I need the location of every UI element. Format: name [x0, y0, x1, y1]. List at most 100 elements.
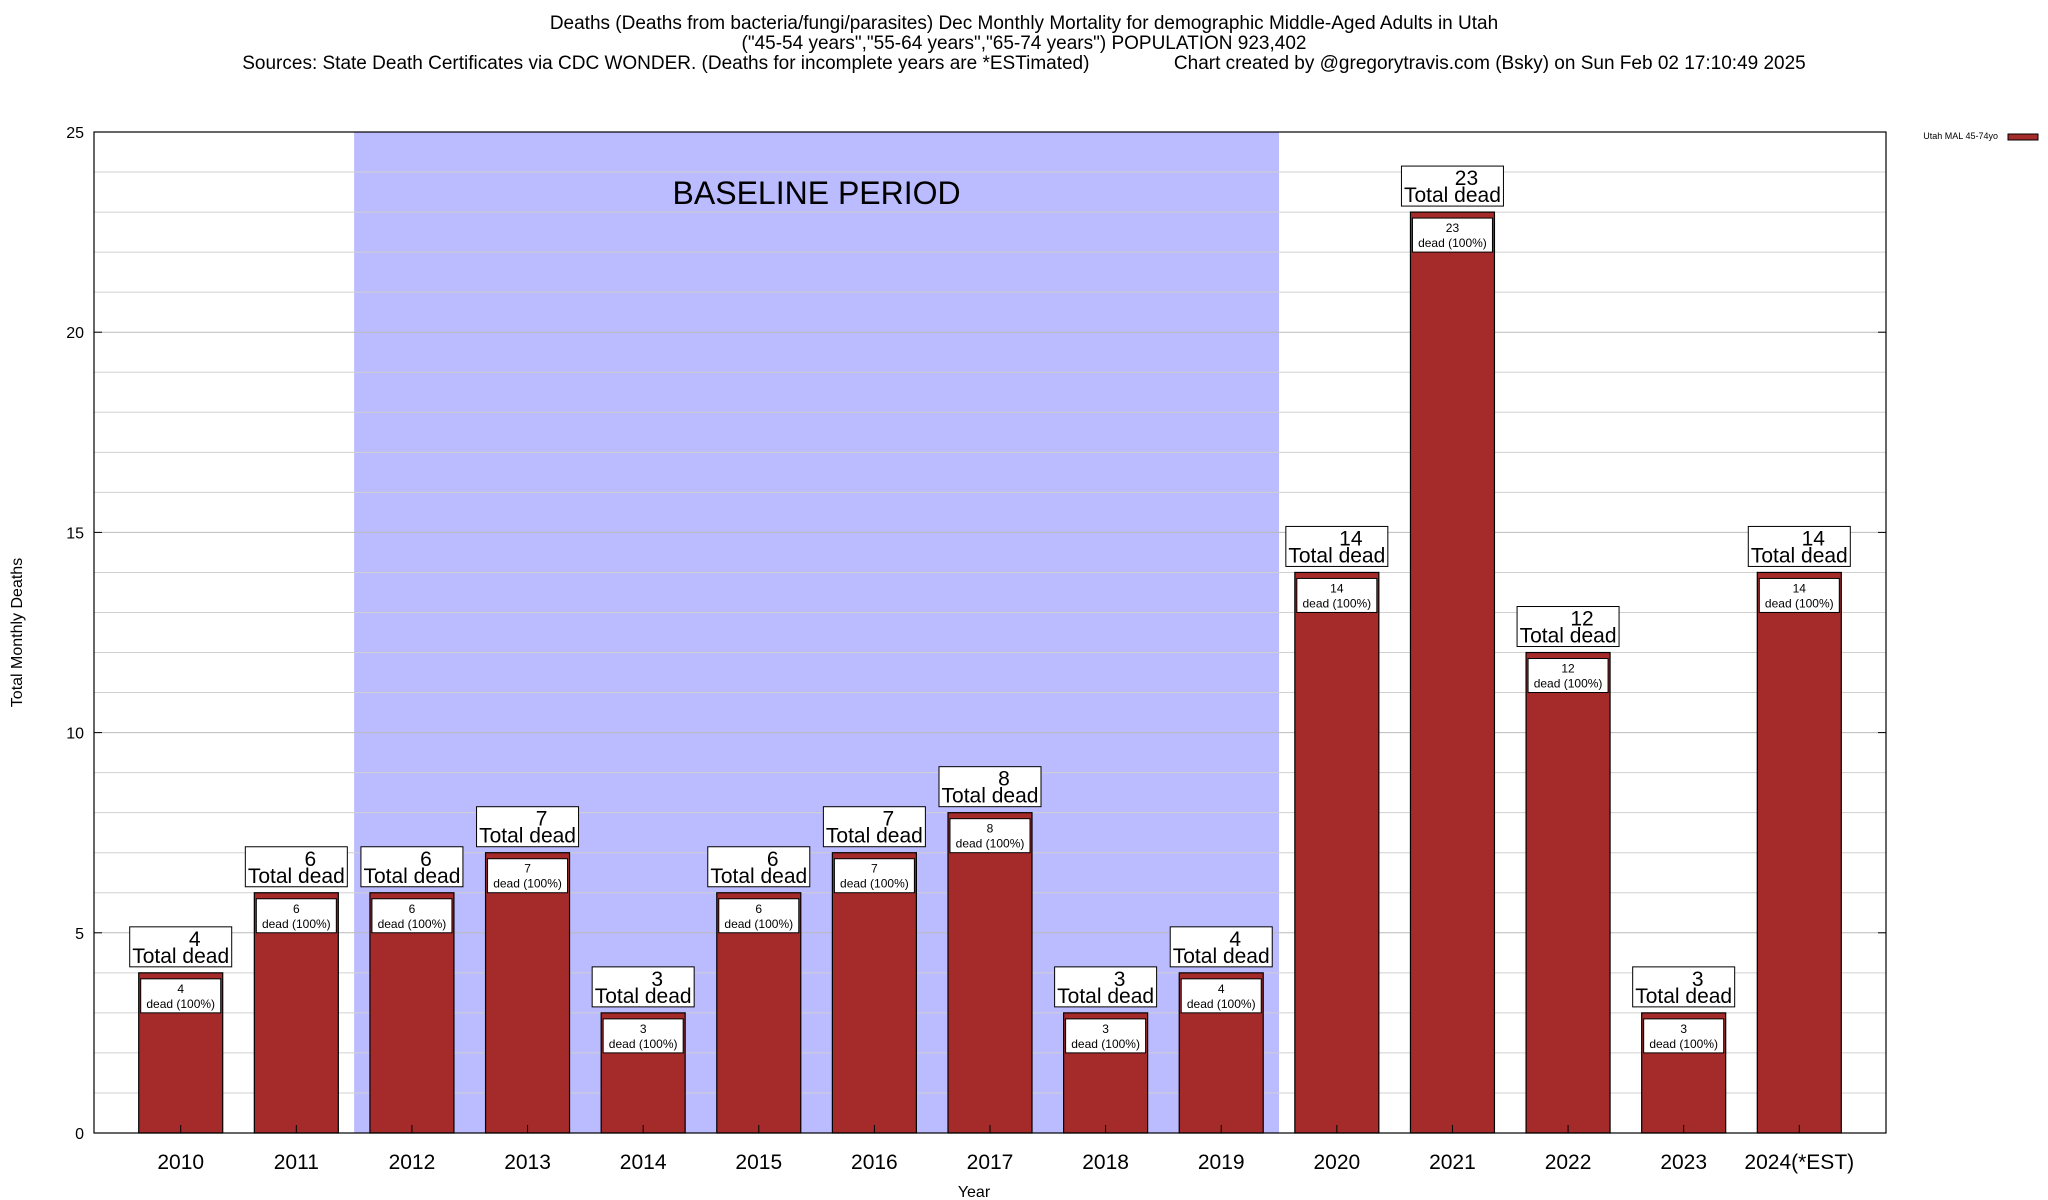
plot-frame: [93, 131, 1887, 1134]
bar-total-value: 3: [1114, 968, 1126, 991]
bar: [831, 852, 917, 1134]
bar-inner-label-box: [1065, 1018, 1147, 1054]
chart-title: Deaths (Deaths from bacteria/fungi/paras…: [0, 14, 2048, 74]
bar-inner-label: dead (100%): [1418, 236, 1487, 250]
bar-total-value: 7: [536, 808, 548, 831]
bar: [1409, 211, 1496, 1134]
bar-total-value: 7: [883, 808, 895, 831]
y-tick-label: 10: [66, 726, 84, 743]
bar-total-box: [1054, 966, 1158, 1008]
x-tick-label: 2022: [1545, 1151, 1592, 1174]
x-tick-label: 2010: [157, 1151, 204, 1174]
bar-total-box: [1400, 165, 1504, 207]
bar-total-label: Total dead: [248, 865, 345, 888]
y-tick-label: 5: [75, 926, 84, 943]
bar-inner-label: dead (100%): [378, 917, 447, 931]
y-axis-label: Total Monthly Deaths: [9, 558, 26, 707]
bar-total-label: Total dead: [1635, 985, 1732, 1008]
y-tick-label: 20: [66, 325, 84, 342]
bar-total-value: 4: [1229, 928, 1241, 951]
bar-total-label: Total dead: [1520, 625, 1617, 648]
bar-total-value: 12: [1570, 608, 1593, 631]
bar-inner-value: 3: [1680, 1022, 1687, 1036]
x-tick-label: 2023: [1660, 1151, 1707, 1174]
x-tick-label: 2020: [1313, 1151, 1360, 1174]
bar-inner-value: 6: [755, 902, 762, 916]
x-tick-label: 2016: [851, 1151, 898, 1174]
bar-total-box: [938, 766, 1042, 808]
bar: [947, 812, 1033, 1134]
bar: [1756, 571, 1842, 1134]
bar-inner-label: dead (100%): [609, 1037, 678, 1051]
y-tick-label: 25: [66, 125, 84, 142]
bar-inner-label-box: [833, 858, 915, 894]
x-tick-label: 2021: [1429, 1151, 1476, 1174]
x-tick-label: 2014: [620, 1151, 667, 1174]
bar-total-label: Total dead: [479, 825, 576, 848]
bar-inner-value: 7: [871, 862, 878, 876]
x-tick-label: 2015: [735, 1151, 782, 1174]
bar-inner-label-box: [1643, 1018, 1725, 1054]
bar-total-box: [1169, 926, 1273, 968]
x-tick-label: 2013: [504, 1151, 551, 1174]
bar-inner-label: dead (100%): [1187, 997, 1256, 1011]
bar-inner-value: 23: [1446, 221, 1460, 235]
bar-total-box: [822, 806, 926, 848]
bar-inner-label-box: [949, 818, 1031, 854]
title-line-2: ("45-54 years","55-64 years","65-74 year…: [741, 33, 1307, 54]
bar-inner-label: dead (100%): [1765, 596, 1834, 610]
x-tick-label: 2017: [967, 1151, 1014, 1174]
bar-total-box: [1285, 525, 1389, 567]
baseline-label: BASELINE PERIOD: [673, 175, 961, 211]
bar-inner-value: 4: [177, 982, 184, 996]
y-tick-label: 15: [66, 525, 84, 542]
bar-total-box: [129, 926, 233, 968]
bar-inner-value: 4: [1218, 982, 1225, 996]
bar-inner-value: 7: [524, 862, 531, 876]
bar-total-value: 3: [1692, 968, 1704, 991]
bar-total-label: Total dead: [132, 945, 229, 968]
legend-label: Utah MAL 45-74yo: [1923, 131, 1998, 141]
bar-inner-label: dead (100%): [146, 997, 215, 1011]
bar-total-box: [1516, 606, 1620, 648]
bar-total-box: [1747, 525, 1851, 567]
bar-total-value: 8: [998, 768, 1010, 791]
bar-total-box: [591, 966, 695, 1008]
bar-inner-label-box: [602, 1018, 684, 1054]
bar-inner-label: dead (100%): [840, 877, 909, 891]
bar-inner-value: 6: [293, 902, 300, 916]
bar-total-box: [244, 846, 348, 888]
bar-inner-value: 14: [1330, 581, 1344, 595]
x-tick-label: 2018: [1082, 1151, 1129, 1174]
bar: [1294, 571, 1380, 1134]
bar-inner-label-box: [718, 898, 800, 934]
x-tick-label: 2024(*EST): [1744, 1151, 1854, 1174]
bar-total-value: 6: [304, 848, 316, 871]
bar-total-label: Total dead: [1751, 544, 1848, 567]
bar: [484, 852, 571, 1134]
bar-inner-label: dead (100%): [493, 877, 562, 891]
y-tick-label: 0: [75, 1126, 84, 1143]
bar-inner-label-box: [255, 898, 337, 934]
bar-total-box: [476, 806, 580, 848]
bar-inner-label-box: [1296, 577, 1378, 613]
bar-total-value: 14: [1802, 527, 1826, 550]
bar-total-label: Total dead: [1057, 985, 1154, 1008]
bar-inner-label-box: [371, 898, 453, 934]
bar-inner-label-box: [140, 978, 222, 1014]
bar-total-value: 6: [420, 848, 432, 871]
bar-total-value: 4: [189, 928, 201, 951]
bar-total-value: 14: [1339, 527, 1363, 550]
bar-inner-label: dead (100%): [262, 917, 331, 931]
bar-total-label: Total dead: [710, 865, 807, 888]
bar-total-value: 6: [767, 848, 779, 871]
bar-total-value: 23: [1455, 167, 1478, 190]
bar-total-box: [360, 846, 464, 888]
bar-inner-value: 3: [1102, 1022, 1109, 1036]
bar-inner-label: dead (100%): [1534, 677, 1603, 691]
x-tick-label: 2011: [274, 1151, 319, 1174]
x-axis-label: Year: [958, 1184, 991, 1200]
bar-inner-label: dead (100%): [724, 917, 793, 931]
bar-total-value: 3: [651, 968, 663, 991]
